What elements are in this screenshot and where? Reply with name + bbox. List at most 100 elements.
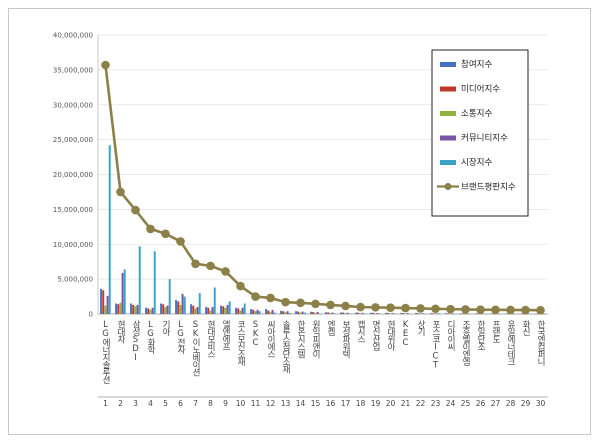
- bar: [505, 313, 508, 315]
- bar: [430, 313, 433, 314]
- bar: [376, 313, 379, 314]
- bar: [406, 313, 409, 314]
- bar: [479, 313, 482, 315]
- bar: [299, 312, 302, 314]
- bar: [280, 310, 283, 314]
- bar: [123, 269, 126, 314]
- line-point: [236, 281, 245, 291]
- bar: [235, 307, 238, 314]
- bar: [344, 313, 347, 314]
- bar: [423, 313, 426, 315]
- x-rank-number: 17: [341, 399, 351, 408]
- x-category-label: 기아: [161, 320, 171, 337]
- bar: [209, 310, 212, 314]
- x-category-label: 프랜도: [491, 320, 501, 343]
- x-rank-number: 9: [223, 399, 228, 408]
- line-point: [116, 187, 125, 197]
- bar: [194, 308, 197, 314]
- bar: [297, 311, 300, 314]
- bar: [147, 308, 150, 314]
- line-point: [326, 300, 335, 310]
- bar: [464, 313, 467, 315]
- bar: [198, 293, 201, 314]
- line-point: [401, 303, 410, 313]
- bar: [535, 313, 538, 315]
- bar: [370, 312, 373, 314]
- bar: [468, 313, 471, 315]
- bar: [237, 308, 240, 314]
- bar: [265, 309, 268, 314]
- x-category-label: 보성파워텍: [341, 320, 351, 359]
- y-tick-label: 15,000,000: [53, 206, 93, 214]
- bar: [318, 313, 321, 314]
- legend-marker: [444, 183, 452, 190]
- bar: [359, 313, 362, 314]
- line-point: [491, 305, 500, 315]
- bar: [256, 309, 259, 314]
- legend-swatch: [440, 135, 456, 141]
- bar: [207, 307, 210, 314]
- bar: [288, 312, 291, 314]
- bar: [417, 313, 420, 314]
- legend-label: 시장지수: [461, 157, 492, 168]
- x-category-label: 조흥벨이엔엠: [461, 320, 471, 366]
- bar: [179, 304, 182, 314]
- x-category-label: SK이노베이션: [191, 320, 201, 376]
- legend-label: 소통지수: [461, 109, 492, 119]
- bar: [520, 313, 523, 315]
- bar: [213, 287, 216, 314]
- bar: [460, 313, 463, 314]
- x-rank-number: 18: [356, 399, 366, 408]
- bar: [130, 303, 133, 314]
- line-point: [446, 304, 455, 314]
- bar: [404, 313, 407, 315]
- bar: [522, 313, 525, 315]
- bar: [449, 313, 452, 315]
- bar: [331, 312, 334, 314]
- bar: [258, 311, 261, 314]
- bar: [391, 313, 394, 314]
- line-point: [131, 205, 140, 215]
- x-category-label: 유일에너테크: [506, 320, 516, 365]
- bar: [224, 307, 227, 314]
- x-rank-number: 12: [266, 399, 276, 408]
- x-category-label: 현대차: [116, 320, 126, 344]
- x-category-label: LG화학: [146, 320, 156, 355]
- line-point: [251, 292, 260, 301]
- bar: [325, 312, 328, 314]
- bar: [445, 313, 448, 314]
- x-category-label: SKC: [251, 320, 261, 347]
- bar: [196, 307, 199, 314]
- bar: [104, 305, 107, 314]
- x-rank-number: 5: [163, 399, 168, 408]
- legend-swatch: [440, 86, 456, 92]
- bar: [447, 313, 450, 314]
- legend-swatch: [440, 160, 456, 165]
- bar: [250, 309, 253, 314]
- bar: [312, 312, 315, 314]
- bar: [181, 293, 184, 314]
- bar: [361, 312, 364, 314]
- x-rank-number: 28: [506, 399, 516, 408]
- x-rank-number: 15: [311, 399, 321, 408]
- bar: [254, 311, 257, 314]
- x-rank-number: 6: [178, 399, 183, 408]
- bar: [421, 313, 424, 314]
- bar: [310, 311, 313, 314]
- bar: [134, 306, 137, 314]
- bar: [138, 246, 141, 314]
- x-category-label: 현대모비스: [206, 320, 216, 358]
- bar: [511, 313, 514, 315]
- y-tick-label: 30,000,000: [53, 101, 93, 109]
- bar: [164, 307, 167, 314]
- bar: [340, 312, 343, 314]
- y-tick-label: 10,000,000: [53, 241, 93, 249]
- bar: [145, 307, 148, 314]
- bar: [243, 303, 246, 314]
- line-point: [176, 237, 185, 246]
- x-category-label: 한일단조: [476, 320, 486, 350]
- bar: [498, 313, 501, 315]
- bar: [282, 311, 285, 314]
- bar: [387, 313, 390, 314]
- x-rank-number: 4: [148, 399, 153, 408]
